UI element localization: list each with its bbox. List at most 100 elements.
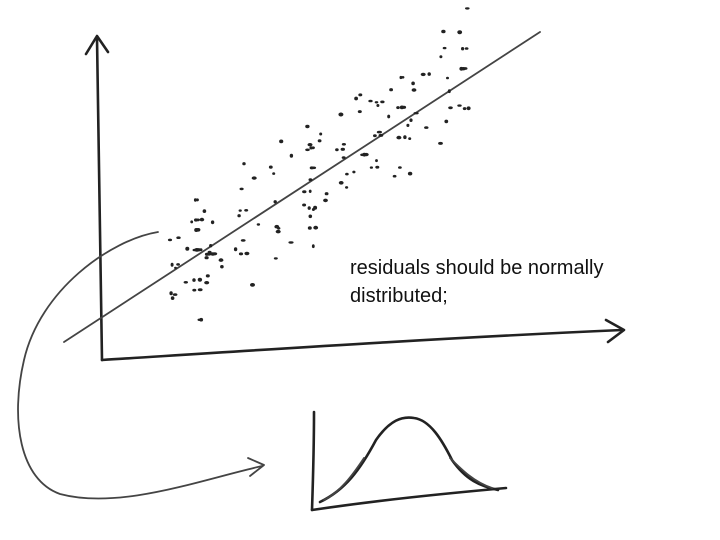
data-point	[345, 186, 349, 189]
caption: residuals should be normally distributed…	[350, 254, 690, 310]
data-point	[398, 166, 402, 169]
data-point	[323, 198, 328, 203]
data-point	[204, 256, 209, 260]
normal-distribution-plot	[310, 410, 508, 512]
data-point	[239, 187, 244, 191]
data-point	[387, 114, 391, 119]
data-point	[196, 228, 201, 232]
data-point	[305, 148, 310, 152]
data-point	[185, 246, 190, 251]
caption-line-1: residuals should be normally	[350, 257, 604, 279]
connector-arrow	[17, 231, 263, 500]
data-point	[335, 148, 339, 152]
data-point	[420, 72, 426, 77]
data-point	[441, 29, 446, 34]
data-point	[289, 153, 294, 158]
data-point	[442, 46, 447, 50]
data-point	[220, 265, 224, 269]
data-point	[368, 99, 373, 103]
data-point	[354, 96, 358, 101]
data-point	[183, 281, 188, 284]
data-point	[311, 146, 315, 150]
data-point	[427, 72, 431, 76]
data-point	[375, 159, 378, 163]
data-point	[307, 206, 311, 210]
data-point	[313, 205, 318, 210]
data-point	[170, 262, 174, 267]
data-point	[413, 112, 419, 115]
data-point	[317, 139, 322, 143]
data-point	[376, 130, 382, 134]
data-point	[302, 203, 307, 207]
data-point	[204, 281, 210, 285]
data-point	[279, 139, 284, 144]
data-point	[401, 76, 405, 79]
data-point	[195, 218, 200, 222]
distribution-x-axis	[310, 486, 508, 512]
data-point	[396, 106, 400, 110]
data-point	[439, 55, 443, 59]
data-point	[197, 277, 203, 282]
data-point	[446, 76, 449, 80]
data-point	[341, 156, 346, 159]
data-point	[352, 170, 356, 174]
data-point	[244, 251, 250, 256]
data-point	[464, 47, 469, 50]
data-point	[411, 81, 415, 86]
bell-curve-overlay	[323, 457, 493, 501]
data-point	[288, 241, 294, 244]
y-axis	[95, 36, 104, 362]
data-point	[218, 258, 224, 262]
data-point	[176, 236, 181, 239]
data-point	[272, 172, 276, 175]
data-point	[169, 291, 173, 296]
data-point	[369, 166, 373, 169]
y-axis-arrowhead	[84, 34, 110, 56]
data-point	[199, 317, 204, 322]
data-point	[438, 141, 443, 145]
data-point	[448, 106, 453, 110]
data-point	[409, 118, 413, 122]
data-point	[401, 105, 407, 109]
data-point	[406, 123, 410, 127]
data-point	[338, 181, 344, 185]
data-point	[307, 143, 313, 147]
data-point	[392, 174, 397, 178]
data-point	[268, 165, 273, 169]
data-point	[174, 266, 177, 270]
data-point	[251, 176, 257, 180]
data-point	[308, 178, 313, 182]
data-point	[457, 104, 462, 107]
data-point	[238, 252, 244, 256]
data-point	[170, 296, 175, 300]
data-point	[212, 252, 218, 256]
data-point	[465, 7, 470, 10]
data-point	[358, 93, 363, 97]
data-point	[305, 124, 310, 129]
data-point	[466, 106, 471, 111]
data-point	[407, 171, 413, 176]
data-point	[408, 137, 412, 141]
data-point	[233, 247, 238, 252]
data-point	[192, 278, 196, 282]
data-point	[190, 220, 194, 224]
data-point	[462, 107, 467, 111]
data-point	[345, 172, 349, 176]
caption-line-2: distributed;	[350, 285, 448, 307]
data-point	[324, 192, 329, 196]
data-point	[340, 147, 345, 151]
data-point	[240, 239, 246, 242]
data-point	[242, 162, 246, 166]
data-point	[313, 225, 319, 230]
data-point	[210, 220, 215, 225]
data-point	[273, 257, 278, 260]
data-point	[380, 100, 385, 104]
data-point	[250, 283, 255, 287]
data-point	[389, 88, 393, 92]
data-point	[302, 190, 307, 194]
regression-line	[63, 31, 541, 343]
data-point	[172, 293, 178, 296]
data-point	[256, 223, 261, 226]
connector-arrowhead	[247, 457, 265, 477]
